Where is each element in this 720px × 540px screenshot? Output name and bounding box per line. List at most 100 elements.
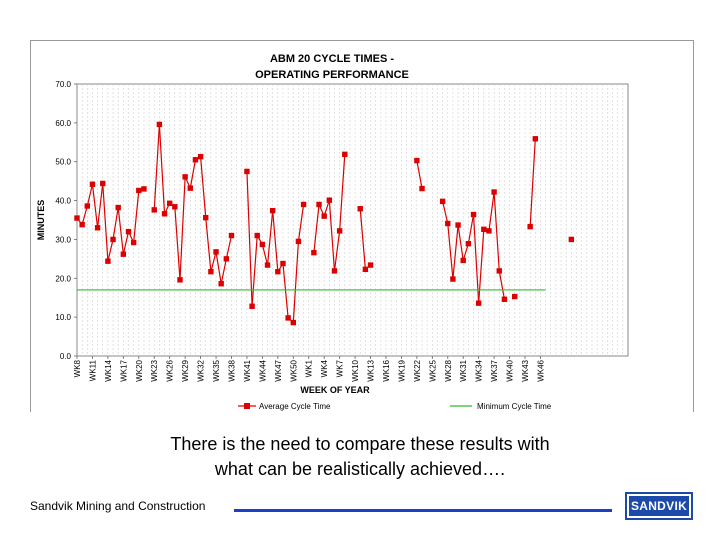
average-cycle-point [269, 207, 276, 214]
logo-text: SANDVIK [629, 496, 689, 516]
cycle-time-chart: ABM 20 CYCLE TIMES - OPERATING PERFORMAN… [36, 53, 629, 411]
average-cycle-line-segment [498, 270, 506, 300]
average-cycle-point [300, 201, 307, 208]
average-cycle-line-segment [97, 183, 104, 228]
average-cycle-point [285, 315, 291, 321]
legend-average-marker [244, 403, 250, 409]
average-cycle-line-segment [158, 124, 166, 214]
average-cycle-point [94, 225, 101, 231]
average-cycle-line-segment [81, 205, 88, 225]
average-cycle-line-segment [225, 235, 233, 259]
x-tick-label: WK23 [150, 359, 159, 381]
x-tick-label: WK20 [135, 359, 144, 381]
average-cycle-point [290, 319, 296, 326]
average-cycle-line-segment [447, 223, 454, 280]
average-cycle-line-segment [261, 244, 269, 266]
x-tick-label: WK14 [104, 359, 113, 381]
x-tick-label: WK13 [367, 359, 376, 381]
average-cycle-point [213, 249, 219, 255]
average-cycle-line-segment [282, 263, 289, 318]
x-tick-label: WK50 [289, 359, 298, 381]
average-cycle-line-segment [122, 231, 130, 255]
average-cycle-line-segment [112, 207, 119, 240]
average-cycle-point [321, 213, 327, 219]
x-tick-label: WK19 [397, 359, 406, 381]
x-tick-label: WK46 [536, 359, 545, 381]
average-cycle-line-segment [215, 251, 222, 284]
x-tick-label: WK37 [490, 359, 499, 381]
average-cycle-point [342, 151, 348, 158]
average-cycle-line-segment [246, 171, 253, 307]
x-tick-label: WK4 [320, 359, 329, 377]
average-cycle-point [326, 197, 333, 203]
chart-title-line-1: ABM 20 CYCLE TIMES - [270, 53, 394, 65]
average-cycle-line-segment [529, 138, 536, 227]
average-cycle-point [161, 211, 168, 217]
average-cycle-point [182, 174, 188, 180]
average-cycle-line-segment [266, 210, 274, 266]
x-tick-label: WK11 [88, 359, 97, 381]
average-cycle-point [136, 187, 142, 194]
x-tick-label: WK1 [305, 359, 314, 377]
average-cycle-point [177, 277, 183, 283]
average-cycle-point [141, 186, 147, 192]
average-cycle-point [110, 236, 116, 243]
average-cycle-point [450, 276, 456, 282]
x-tick-label: WK34 [475, 359, 484, 381]
average-cycle-point [311, 249, 317, 256]
y-tick-label: 20.0 [55, 274, 71, 283]
x-tick-label: WK47 [274, 359, 283, 381]
average-cycle-line-segment [457, 224, 464, 261]
average-cycle-line-segment [91, 184, 99, 228]
x-tick-label: WK17 [119, 359, 128, 381]
x-tick-label: WK8 [73, 359, 82, 377]
average-cycle-point [192, 157, 199, 163]
x-tick-label: WK25 [428, 359, 437, 381]
average-cycle-point [527, 223, 533, 230]
average-cycle-point [115, 204, 121, 211]
caption-line-2: what can be realistically achieved…. [214, 459, 506, 479]
y-tick-label: 70.0 [55, 80, 71, 89]
average-cycle-point [470, 211, 477, 218]
average-cycle-point [331, 268, 338, 274]
y-tick-label: 40.0 [55, 197, 71, 206]
average-cycle-point [254, 232, 260, 239]
average-cycle-line-segment [179, 176, 186, 280]
average-cycle-point [125, 228, 132, 235]
average-cycle-point [100, 180, 106, 187]
average-cycle-point [491, 189, 497, 195]
average-cycle-line-segment [462, 243, 469, 261]
x-tick-label: WK32 [197, 359, 206, 381]
average-cycle-point [197, 153, 204, 160]
average-cycle-point [280, 260, 286, 267]
average-cycle-line-segment [493, 191, 500, 271]
average-cycle-line-segment [478, 229, 485, 304]
y-tick-label: 30.0 [55, 235, 71, 244]
x-tick-label: WK29 [181, 359, 190, 381]
x-tick-label: WK38 [227, 359, 236, 381]
average-cycle-point [203, 214, 209, 221]
average-cycle-line-segment [292, 241, 300, 323]
legend-minimum-label: Minimum Cycle Time [477, 402, 552, 411]
average-cycle-point [120, 251, 127, 257]
average-cycle-line-segment [189, 159, 197, 189]
average-cycle-point [465, 241, 472, 247]
average-cycle-point [357, 206, 363, 212]
average-cycle-line-segment [297, 204, 305, 242]
average-cycle-line-segment [133, 190, 140, 243]
x-tick-label: WK22 [413, 359, 422, 381]
average-cycle-point [228, 232, 235, 239]
average-cycle-point [79, 221, 85, 228]
average-cycle-point [218, 281, 224, 287]
average-cycle-line-segment [210, 251, 217, 272]
average-cycle-point [481, 226, 487, 233]
footer-rule [234, 509, 612, 512]
average-cycle-line-segment [359, 208, 366, 270]
average-cycle-line-segment [205, 217, 212, 272]
average-cycle-line-segment [488, 191, 495, 231]
average-cycle-point [172, 204, 178, 210]
average-cycle-point [223, 256, 230, 262]
average-cycle-point [295, 238, 302, 245]
average-cycle-line-segment [333, 230, 341, 271]
average-cycle-line-segment [452, 224, 459, 280]
